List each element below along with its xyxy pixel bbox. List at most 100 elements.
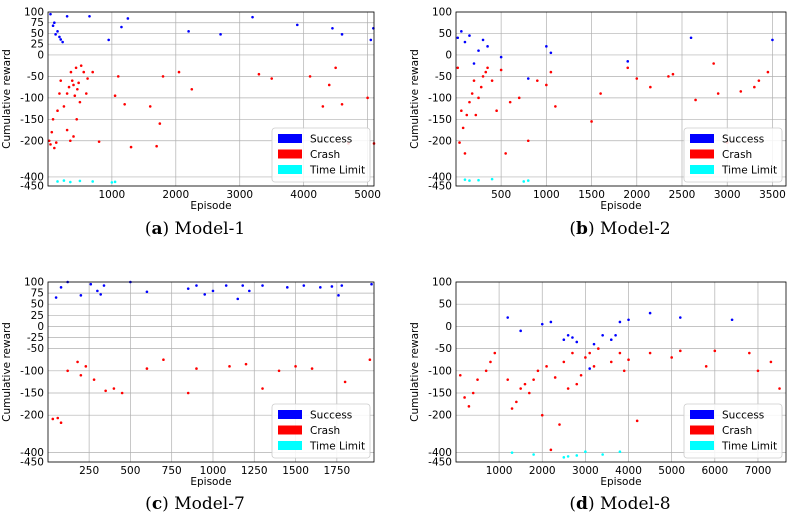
point-success — [49, 12, 52, 16]
point-success — [187, 30, 190, 33]
point-success — [648, 311, 652, 315]
x-axis-label: Episode — [600, 200, 641, 212]
caption-letter: b — [576, 219, 588, 239]
point-success — [203, 293, 207, 296]
panel-caption: (b) Model-2 — [569, 219, 670, 239]
y-axis-label: Cumulative reward — [1, 49, 13, 149]
y-axis-label: Cumulative reward — [409, 322, 421, 422]
point-crash — [506, 378, 510, 381]
point-time-limit — [490, 177, 494, 181]
plot-frame — [47, 281, 375, 463]
point-success — [89, 282, 93, 286]
point-crash — [77, 81, 80, 85]
point-success — [251, 15, 254, 19]
point-crash — [186, 391, 190, 395]
point-crash — [465, 113, 469, 117]
point-crash — [584, 356, 587, 359]
point-crash — [72, 135, 75, 138]
point-success — [241, 284, 245, 287]
x-tick-label: 1000 — [99, 189, 126, 201]
point-success — [236, 297, 240, 301]
point-crash — [712, 62, 715, 65]
point-crash — [51, 118, 55, 121]
point-crash — [635, 419, 639, 423]
plot-frame — [47, 11, 375, 187]
x-tick-label: 1750 — [323, 465, 350, 477]
point-crash — [562, 360, 566, 364]
y-tick-label: 0 — [445, 49, 452, 61]
point-time-limit — [575, 454, 579, 457]
plot-frame — [455, 11, 787, 187]
y-tick-label: -50 — [27, 71, 44, 83]
point-crash — [321, 105, 325, 108]
point-crash — [86, 77, 89, 80]
point-success — [571, 336, 574, 339]
legend-label: Success — [310, 410, 352, 422]
point-crash — [549, 70, 553, 74]
point-crash — [571, 351, 574, 355]
y-tick-label: 50 — [439, 28, 452, 40]
point-crash — [490, 79, 494, 82]
panel-caption: (d) Model-8 — [569, 494, 670, 514]
point-success — [472, 62, 476, 65]
y-axis-label: Cumulative reward — [1, 322, 13, 422]
caption-paren-close: ) — [163, 219, 175, 239]
point-crash — [158, 122, 162, 125]
point-crash — [536, 79, 539, 82]
point-crash — [479, 85, 483, 89]
point-crash — [481, 75, 485, 78]
point-time-limit — [562, 456, 566, 459]
point-crash — [47, 139, 51, 143]
point-crash — [456, 66, 460, 70]
point-time-limit — [510, 451, 514, 454]
y-tick-label: -100 — [20, 365, 44, 377]
plot-frame — [455, 281, 787, 463]
point-crash — [368, 358, 372, 362]
point-crash — [756, 369, 760, 373]
y-tick-label: 100 — [24, 7, 44, 19]
point-success — [463, 40, 467, 44]
point-crash — [75, 118, 79, 121]
point-success — [53, 21, 56, 25]
point-crash — [519, 387, 522, 390]
point-crash — [671, 72, 675, 76]
point-crash — [545, 365, 548, 368]
point-crash — [739, 90, 743, 93]
legend: Success Crash Time Limit — [683, 127, 783, 183]
y-tick-label: -50 — [435, 71, 452, 83]
x-tick-label: 3000 — [714, 189, 741, 201]
point-time-limit — [618, 450, 622, 454]
point-success — [54, 33, 57, 36]
legend-swatch-time-limit — [690, 441, 714, 450]
x-tick-label: 1500 — [578, 189, 605, 201]
point-crash — [343, 380, 347, 384]
point-success — [248, 289, 251, 293]
point-success — [120, 25, 123, 29]
point-crash — [753, 85, 756, 89]
point-success — [549, 320, 553, 324]
point-crash — [778, 387, 781, 390]
point-time-limit — [56, 180, 59, 183]
point-crash — [526, 139, 530, 143]
y-tick-label: -400 — [20, 171, 44, 183]
legend-swatch-crash — [278, 425, 302, 435]
point-crash — [116, 75, 120, 78]
point-crash — [66, 369, 69, 373]
legend-label: Success — [310, 134, 352, 146]
point-success — [107, 38, 110, 42]
point-crash — [148, 105, 152, 108]
point-success — [678, 316, 682, 319]
y-tick-label: -400 — [428, 171, 452, 183]
point-crash — [566, 387, 570, 390]
point-success — [56, 30, 59, 33]
point-crash — [540, 413, 544, 417]
caption-paren-close: ) — [162, 494, 174, 514]
x-tick-label: 2000 — [623, 189, 650, 201]
x-tick-label: 500 — [491, 189, 511, 201]
point-success — [330, 285, 334, 288]
point-crash — [545, 83, 548, 87]
point-crash — [67, 85, 71, 89]
point-crash — [627, 358, 630, 362]
caption-letter: c — [152, 494, 162, 514]
